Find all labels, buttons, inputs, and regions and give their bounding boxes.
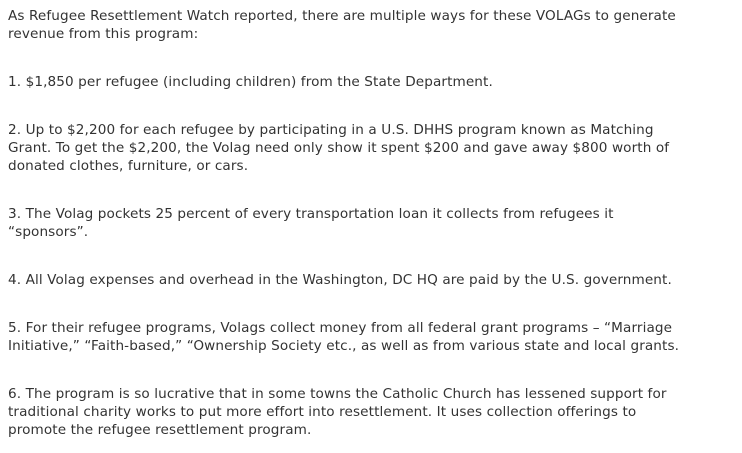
intro-paragraph: As Refugee Resettlement Watch reported, … xyxy=(8,8,676,42)
revenue-item-3: 3. The Volag pockets 25 percent of every… xyxy=(8,206,614,240)
revenue-item-5: 5. For their refugee programs, Volags co… xyxy=(8,320,680,354)
article-body: As Refugee Resettlement Watch reported, … xyxy=(8,8,680,438)
revenue-item-1: 1. $1,850 per refugee (including childre… xyxy=(8,74,493,90)
revenue-item-4: 4. All Volag expenses and overhead in th… xyxy=(8,272,672,288)
revenue-item-6: 6. The program is so lucrative that in s… xyxy=(8,386,667,438)
revenue-item-2: 2. Up to $2,200 for each refugee by part… xyxy=(8,122,670,174)
